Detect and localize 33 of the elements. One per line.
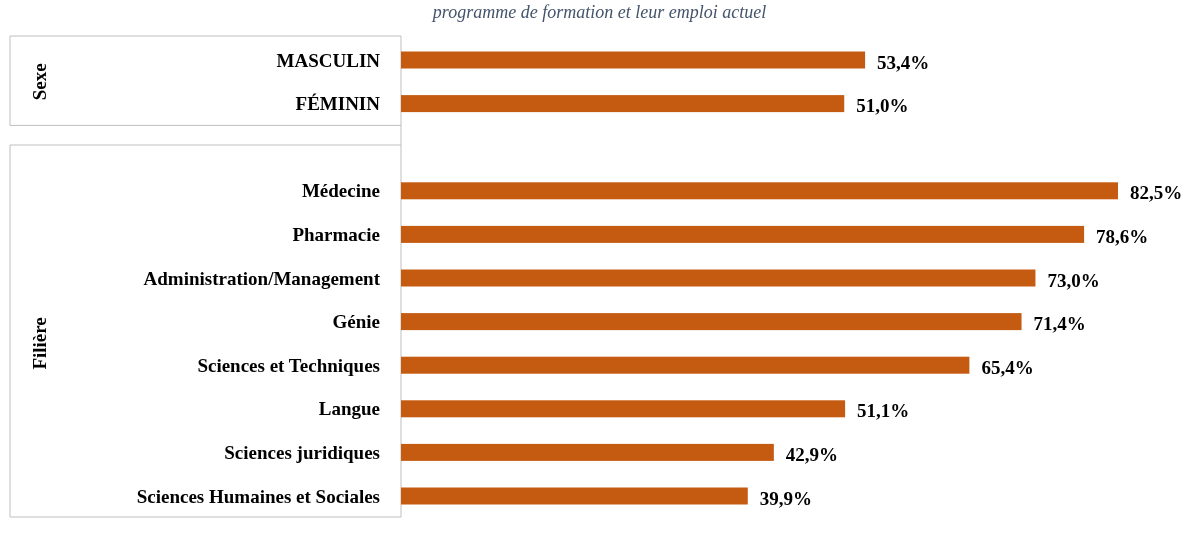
chart-title: programme de formation et leur emploi actuel — [430, 2, 767, 22]
y-tick-label: FÉMININ — [295, 93, 381, 115]
bar — [401, 487, 748, 505]
data-label: 71,4% — [1033, 313, 1086, 335]
bar — [401, 225, 1085, 243]
data-label: 73,0% — [1047, 269, 1100, 291]
bar — [401, 313, 1022, 331]
data-label: 39,9% — [759, 487, 813, 509]
y-tick-label: Langue — [318, 398, 380, 420]
bar — [401, 356, 970, 374]
data-label: 42,9% — [785, 444, 839, 466]
bar — [401, 400, 846, 418]
bar — [401, 443, 774, 461]
text: Filière — [29, 317, 50, 370]
bar — [401, 51, 866, 69]
y-tick-label: Pharmacie — [292, 224, 380, 246]
bar — [401, 95, 845, 113]
y-tick-label: Sciences et Techniques — [197, 354, 380, 376]
y-tick-label: Sciences juridiques — [224, 442, 380, 464]
y-tick-label: Génie — [332, 311, 380, 333]
data-label: 78,6% — [1096, 226, 1149, 248]
bar — [401, 182, 1118, 200]
y-tick-label: Sciences Humaines et Sociales — [136, 485, 380, 507]
data-label: 82,5% — [1130, 182, 1183, 204]
data-label: 65,4% — [981, 356, 1034, 378]
data-label: 51,0% — [856, 95, 909, 117]
bar — [401, 269, 1036, 287]
data-label: 51,1% — [857, 400, 910, 422]
y-tick-label: Administration/Management — [143, 267, 381, 289]
y-tick-label: MASCULIN — [276, 49, 381, 71]
y-tick-label: Médecine — [301, 180, 380, 202]
data-label: 53,4% — [877, 51, 930, 73]
text: Sexe — [29, 63, 50, 101]
